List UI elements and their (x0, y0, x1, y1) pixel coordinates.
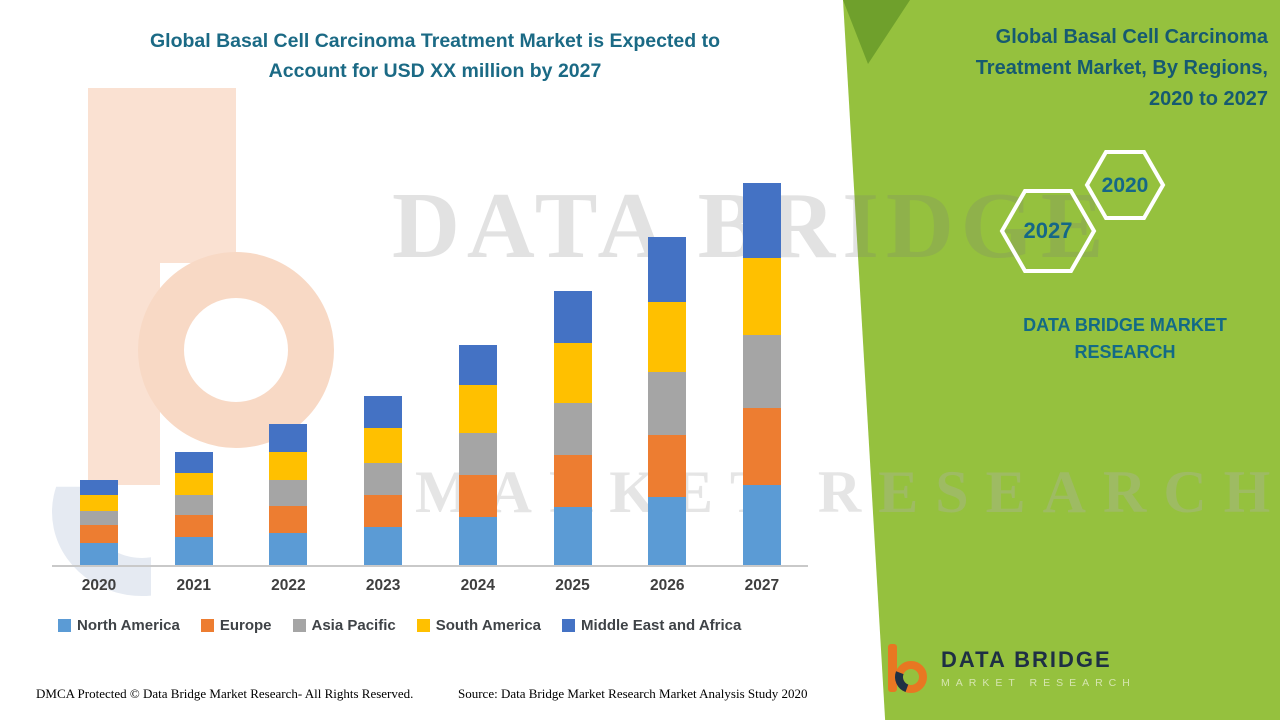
chart-title-line2: Account for USD XX million by 2027 (268, 60, 602, 83)
company-logo-name: DATA BRIDGE (941, 647, 1112, 672)
hexagon-2020 (1084, 150, 1166, 220)
year-hexagons: 2020 2027 (999, 150, 1166, 273)
x-axis-label-2020: 2020 (81, 577, 117, 594)
bar-segment-south-america (364, 428, 403, 463)
bar-segment-europe (742, 408, 781, 485)
bar-segment-europe (364, 495, 403, 527)
hexagon-2020-label: 2020 (1102, 174, 1149, 197)
panel-title-line1: Global Basal Cell Carcinoma (995, 26, 1268, 48)
legend-swatch (58, 619, 71, 632)
bar-segment-europe (174, 515, 213, 537)
brand-text-line2: RESEARCH (1074, 342, 1176, 362)
bar-segment-middle-east-and-africa (458, 345, 497, 385)
bar-segment-south-america (553, 343, 592, 403)
x-axis-label-2023: 2023 (365, 577, 401, 594)
bar-segment-middle-east-and-africa (174, 452, 213, 473)
x-axis-labels: 2020 2021 2022 2023 2024 2025 2026 2027 (58, 577, 803, 595)
x-axis-label-2024: 2024 (460, 577, 496, 594)
bar-segment-middle-east-and-africa (742, 183, 781, 258)
legend-label: South America (435, 617, 542, 634)
bar-segment-asia-pacific (458, 433, 497, 475)
hexagon-2027-label: 2027 (1024, 218, 1073, 243)
bar-segment-asia-pacific (80, 511, 118, 525)
bar-segment-asia-pacific (742, 335, 781, 408)
company-logo-tagline: MARKET RESEARCH (941, 677, 1136, 690)
bar-segment-asia-pacific (269, 480, 308, 506)
bar-segment-south-america (80, 495, 118, 511)
bar-2027 (742, 183, 781, 565)
bar-2024 (458, 345, 497, 565)
bar-segment-north-america (174, 537, 213, 565)
legend-label: Middle East and Africa (581, 617, 742, 634)
bar-segment-asia-pacific (364, 463, 403, 495)
bar-segment-europe (553, 455, 592, 507)
bar-segment-europe (648, 435, 687, 497)
bar-segment-north-america (458, 517, 497, 565)
legend-swatch (562, 619, 576, 632)
legend-label: North America (77, 617, 180, 634)
legend-item-asia-pacific: Asia Pacific (292, 617, 396, 634)
bar-segment-asia-pacific (174, 495, 213, 515)
bar-segment-south-america (269, 452, 308, 480)
bar-segment-middle-east-and-africa (364, 396, 403, 428)
legend-swatch (292, 619, 306, 632)
chart-title: Global Basal Cell Carcinoma Treatment Ma… (55, 26, 815, 86)
bar-segment-south-america (742, 258, 781, 335)
green-accent-triangle (843, 0, 910, 64)
brand-text: DATA BRIDGE MARKET RESEARCH (1000, 312, 1250, 366)
bar-segment-europe (269, 506, 308, 533)
bar-2022 (269, 424, 308, 565)
legend-label: Europe (219, 617, 272, 634)
bar-segment-north-america (648, 497, 687, 565)
bar-segment-middle-east-and-africa (80, 480, 118, 495)
bar-segment-asia-pacific (553, 403, 592, 455)
dmca-notice: DMCA Protected © Data Bridge Market Rese… (36, 686, 414, 701)
bar-segment-middle-east-and-africa (553, 291, 592, 343)
panel-title: Global Basal Cell Carcinoma Treatment Ma… (913, 22, 1268, 115)
bar-segment-north-america (553, 507, 592, 565)
bar-segment-north-america (364, 527, 403, 565)
x-axis-label-2025: 2025 (555, 577, 590, 594)
chart-legend: North America Europe Asia Pacific South Ame… (58, 617, 741, 634)
bar-segment-middle-east-and-africa (269, 424, 308, 452)
legend-swatch (200, 619, 214, 632)
hexagon-2027 (999, 189, 1097, 273)
bar-segment-europe (458, 475, 497, 517)
legend-swatch (416, 619, 430, 632)
bar-2026 (648, 237, 687, 565)
bar-segment-asia-pacific (648, 372, 687, 435)
bar-2021 (174, 452, 213, 565)
bar-segment-north-america (80, 543, 118, 565)
x-axis-label-2022: 2022 (271, 577, 306, 594)
bar-segment-south-america (458, 385, 497, 433)
panel-title-line2: Treatment Market, By Regions, (975, 57, 1268, 79)
bar-segment-middle-east-and-africa (648, 237, 687, 302)
bar-segment-north-america (742, 485, 781, 565)
bar-segment-south-america (174, 473, 213, 495)
bar-segment-south-america (648, 302, 687, 372)
stacked-bar-chart (58, 183, 803, 565)
bar-2025 (553, 291, 592, 565)
panel-title-line3: 2020 to 2027 (1149, 88, 1268, 110)
x-axis-label-2026: 2026 (649, 577, 685, 594)
x-axis-line (52, 565, 808, 567)
source-note: Source: Data Bridge Market Research Mark… (458, 686, 808, 701)
legend-item-europe: Europe (200, 617, 272, 634)
bar-2020 (80, 480, 118, 565)
company-logo-icon (888, 644, 927, 693)
chart-title-line1: Global Basal Cell Carcinoma Treatment Ma… (149, 30, 721, 52)
legend-item-north-america: North America (58, 617, 180, 634)
x-axis-label-2027: 2027 (744, 577, 780, 594)
bar-2023 (364, 396, 403, 565)
brand-text-line1: DATA BRIDGE MARKET (1023, 315, 1227, 335)
bar-segment-north-america (269, 533, 308, 565)
x-axis-label-2021: 2021 (176, 577, 211, 594)
company-logo: DATA BRIDGE MARKET RESEARCH (885, 642, 1136, 696)
bar-segment-europe (80, 525, 118, 543)
legend-item-middle-east-and-africa: Middle East and Africa (562, 617, 741, 634)
legend-item-south-america: South America (416, 617, 542, 634)
legend-label: Asia Pacific (311, 617, 396, 634)
